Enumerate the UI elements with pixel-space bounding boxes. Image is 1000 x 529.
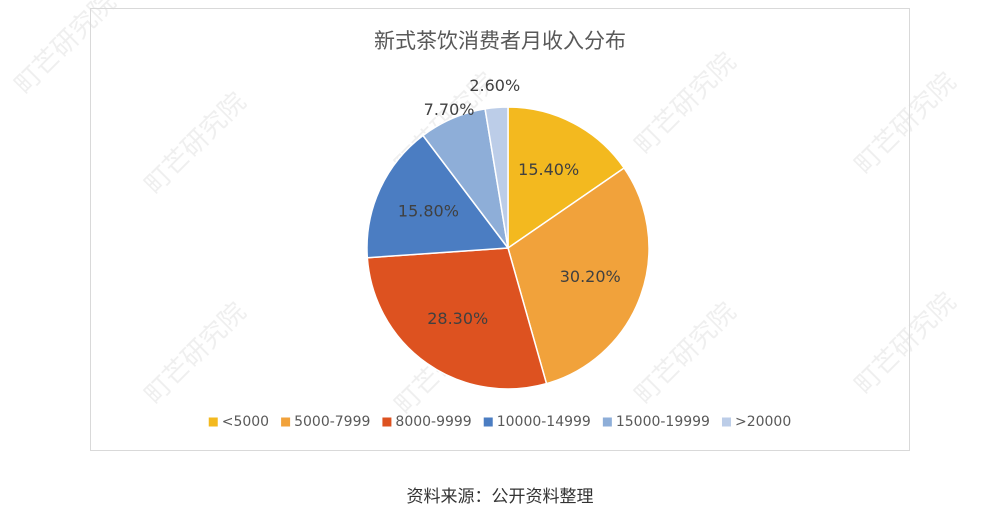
legend-swatch [208,417,218,427]
chart-frame [90,8,910,451]
pie-slice [484,106,509,249]
legend-swatch [281,417,291,427]
watermark: 町芒研究院 [849,287,962,400]
watermark: 町芒研究院 [629,47,742,160]
legend-swatch [483,417,493,427]
legend-swatch [382,417,392,427]
source-note: 资料来源：公开资料整理 [407,487,594,507]
legend-label: 10000-14999 [497,414,591,430]
watermark: 町芒研究院 [849,67,962,180]
legend-label: 15000-19999 [616,414,710,430]
pie-slice [507,106,626,250]
data-label: 15.80% [398,201,459,220]
data-label: 30.20% [560,267,621,286]
watermark: 町芒研究院 [139,297,252,410]
watermark: 町芒研究院 [629,297,742,410]
data-label: 15.40% [518,160,579,179]
legend-swatch [602,417,612,427]
watermark: 町芒研究院 [139,87,252,200]
pie-slice [366,247,548,390]
legend-label: >20000 [735,414,791,430]
watermark: 町芒研究院 [9,0,122,100]
legend-label: 5000-7999 [294,414,370,430]
pie-slice [507,166,650,385]
chart-title: 新式茶饮消费者月收入分布 [374,29,626,53]
data-label: 28.30% [427,309,488,328]
data-label: 2.60% [469,76,520,95]
legend-swatch [721,417,731,427]
data-label: 7.70% [424,100,475,119]
legend-label: 8000-9999 [395,414,471,430]
legend-label: <5000 [222,414,269,430]
pie-slice [366,134,510,259]
